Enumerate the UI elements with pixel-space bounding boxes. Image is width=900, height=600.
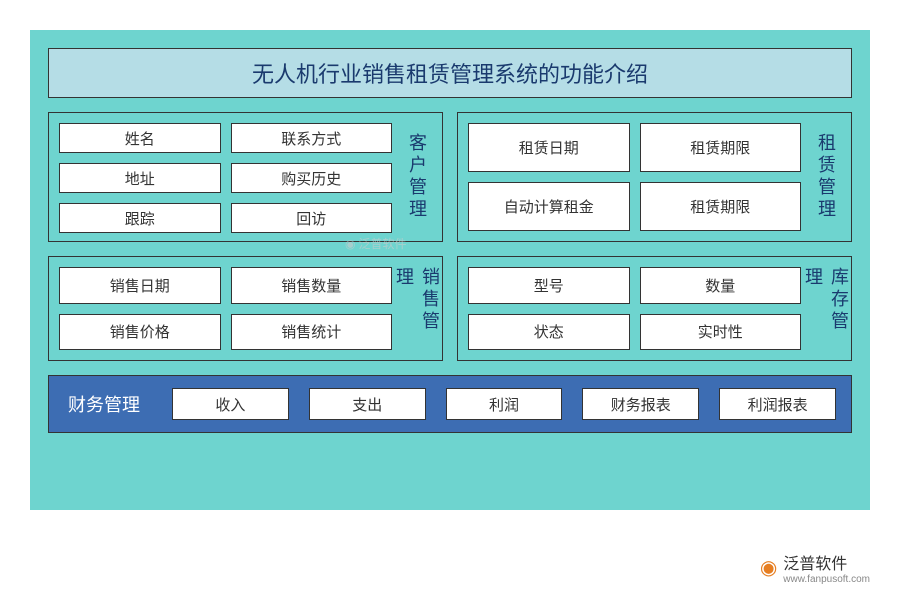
item-rental-date: 租赁日期 [468, 123, 630, 172]
item-sales-stats: 销售统计 [231, 314, 393, 351]
item-rental-term-2: 租赁期限 [640, 182, 802, 231]
sales-items-grid: 销售日期 销售数量 销售价格 销售统计 [59, 267, 392, 350]
item-auto-rent-calc: 自动计算租金 [468, 182, 630, 231]
watermark-title: 泛普软件 [783, 550, 870, 574]
finance-label: 财务管理 [64, 391, 152, 417]
customer-label: 客户管理 [402, 123, 432, 231]
module-customer: 姓名 联系方式 地址 购买历史 跟踪 回访 客户管理 [48, 112, 443, 242]
module-sales: 销售日期 销售数量 销售价格 销售统计 销售管理 [48, 256, 443, 361]
item-status: 状态 [468, 314, 630, 351]
watermark-center-text: 泛普软件 [358, 235, 406, 252]
title-bar: 无人机行业销售租赁管理系统的功能介绍 [48, 48, 852, 98]
main-container: 无人机行业销售租赁管理系统的功能介绍 姓名 联系方式 地址 购买历史 跟踪 回访… [30, 30, 870, 510]
item-address: 地址 [59, 163, 221, 193]
watermark-footer: ◉ 泛普软件 www.fanpusoft.com [760, 550, 870, 585]
inventory-items-grid: 型号 数量 状态 实时性 [468, 267, 801, 350]
item-income: 收入 [172, 388, 289, 420]
sales-label: 销售管理 [402, 267, 432, 350]
watermark-center: ◉ 泛普软件 [345, 235, 407, 252]
watermark-url: www.fanpusoft.com [783, 574, 870, 585]
row-2: 销售日期 销售数量 销售价格 销售统计 销售管理 型号 数量 状态 实时性 库存… [48, 256, 852, 361]
inventory-label: 库存管理 [811, 267, 841, 350]
item-profit: 利润 [446, 388, 563, 420]
item-realtime: 实时性 [640, 314, 802, 351]
watermark-center-icon: ◉ [345, 237, 355, 251]
item-quantity: 数量 [640, 267, 802, 304]
module-finance: 财务管理 收入 支出 利润 财务报表 利润报表 [48, 375, 852, 433]
item-name: 姓名 [59, 123, 221, 153]
page-title: 无人机行业销售租赁管理系统的功能介绍 [252, 57, 648, 89]
row-1: 姓名 联系方式 地址 购买历史 跟踪 回访 客户管理 租赁日期 租赁期限 自动计… [48, 112, 852, 242]
module-inventory: 型号 数量 状态 实时性 库存管理 [457, 256, 852, 361]
module-rental: 租赁日期 租赁期限 自动计算租金 租赁期限 租赁管理 [457, 112, 852, 242]
item-sales-date: 销售日期 [59, 267, 221, 304]
item-tracking: 跟踪 [59, 203, 221, 233]
customer-items-grid: 姓名 联系方式 地址 购买历史 跟踪 回访 [59, 123, 392, 231]
item-follow-up: 回访 [231, 203, 393, 233]
item-profit-report: 利润报表 [719, 388, 836, 420]
watermark-text-block: 泛普软件 www.fanpusoft.com [783, 550, 870, 585]
item-finance-report: 财务报表 [582, 388, 699, 420]
item-contact: 联系方式 [231, 123, 393, 153]
item-sales-qty: 销售数量 [231, 267, 393, 304]
rental-items-grid: 租赁日期 租赁期限 自动计算租金 租赁期限 [468, 123, 801, 231]
item-purchase-history: 购买历史 [231, 163, 393, 193]
rental-label: 租赁管理 [811, 123, 841, 231]
logo-icon: ◉ [760, 555, 777, 580]
item-model: 型号 [468, 267, 630, 304]
item-sales-price: 销售价格 [59, 314, 221, 351]
item-rental-term-1: 租赁期限 [640, 123, 802, 172]
item-expense: 支出 [309, 388, 426, 420]
